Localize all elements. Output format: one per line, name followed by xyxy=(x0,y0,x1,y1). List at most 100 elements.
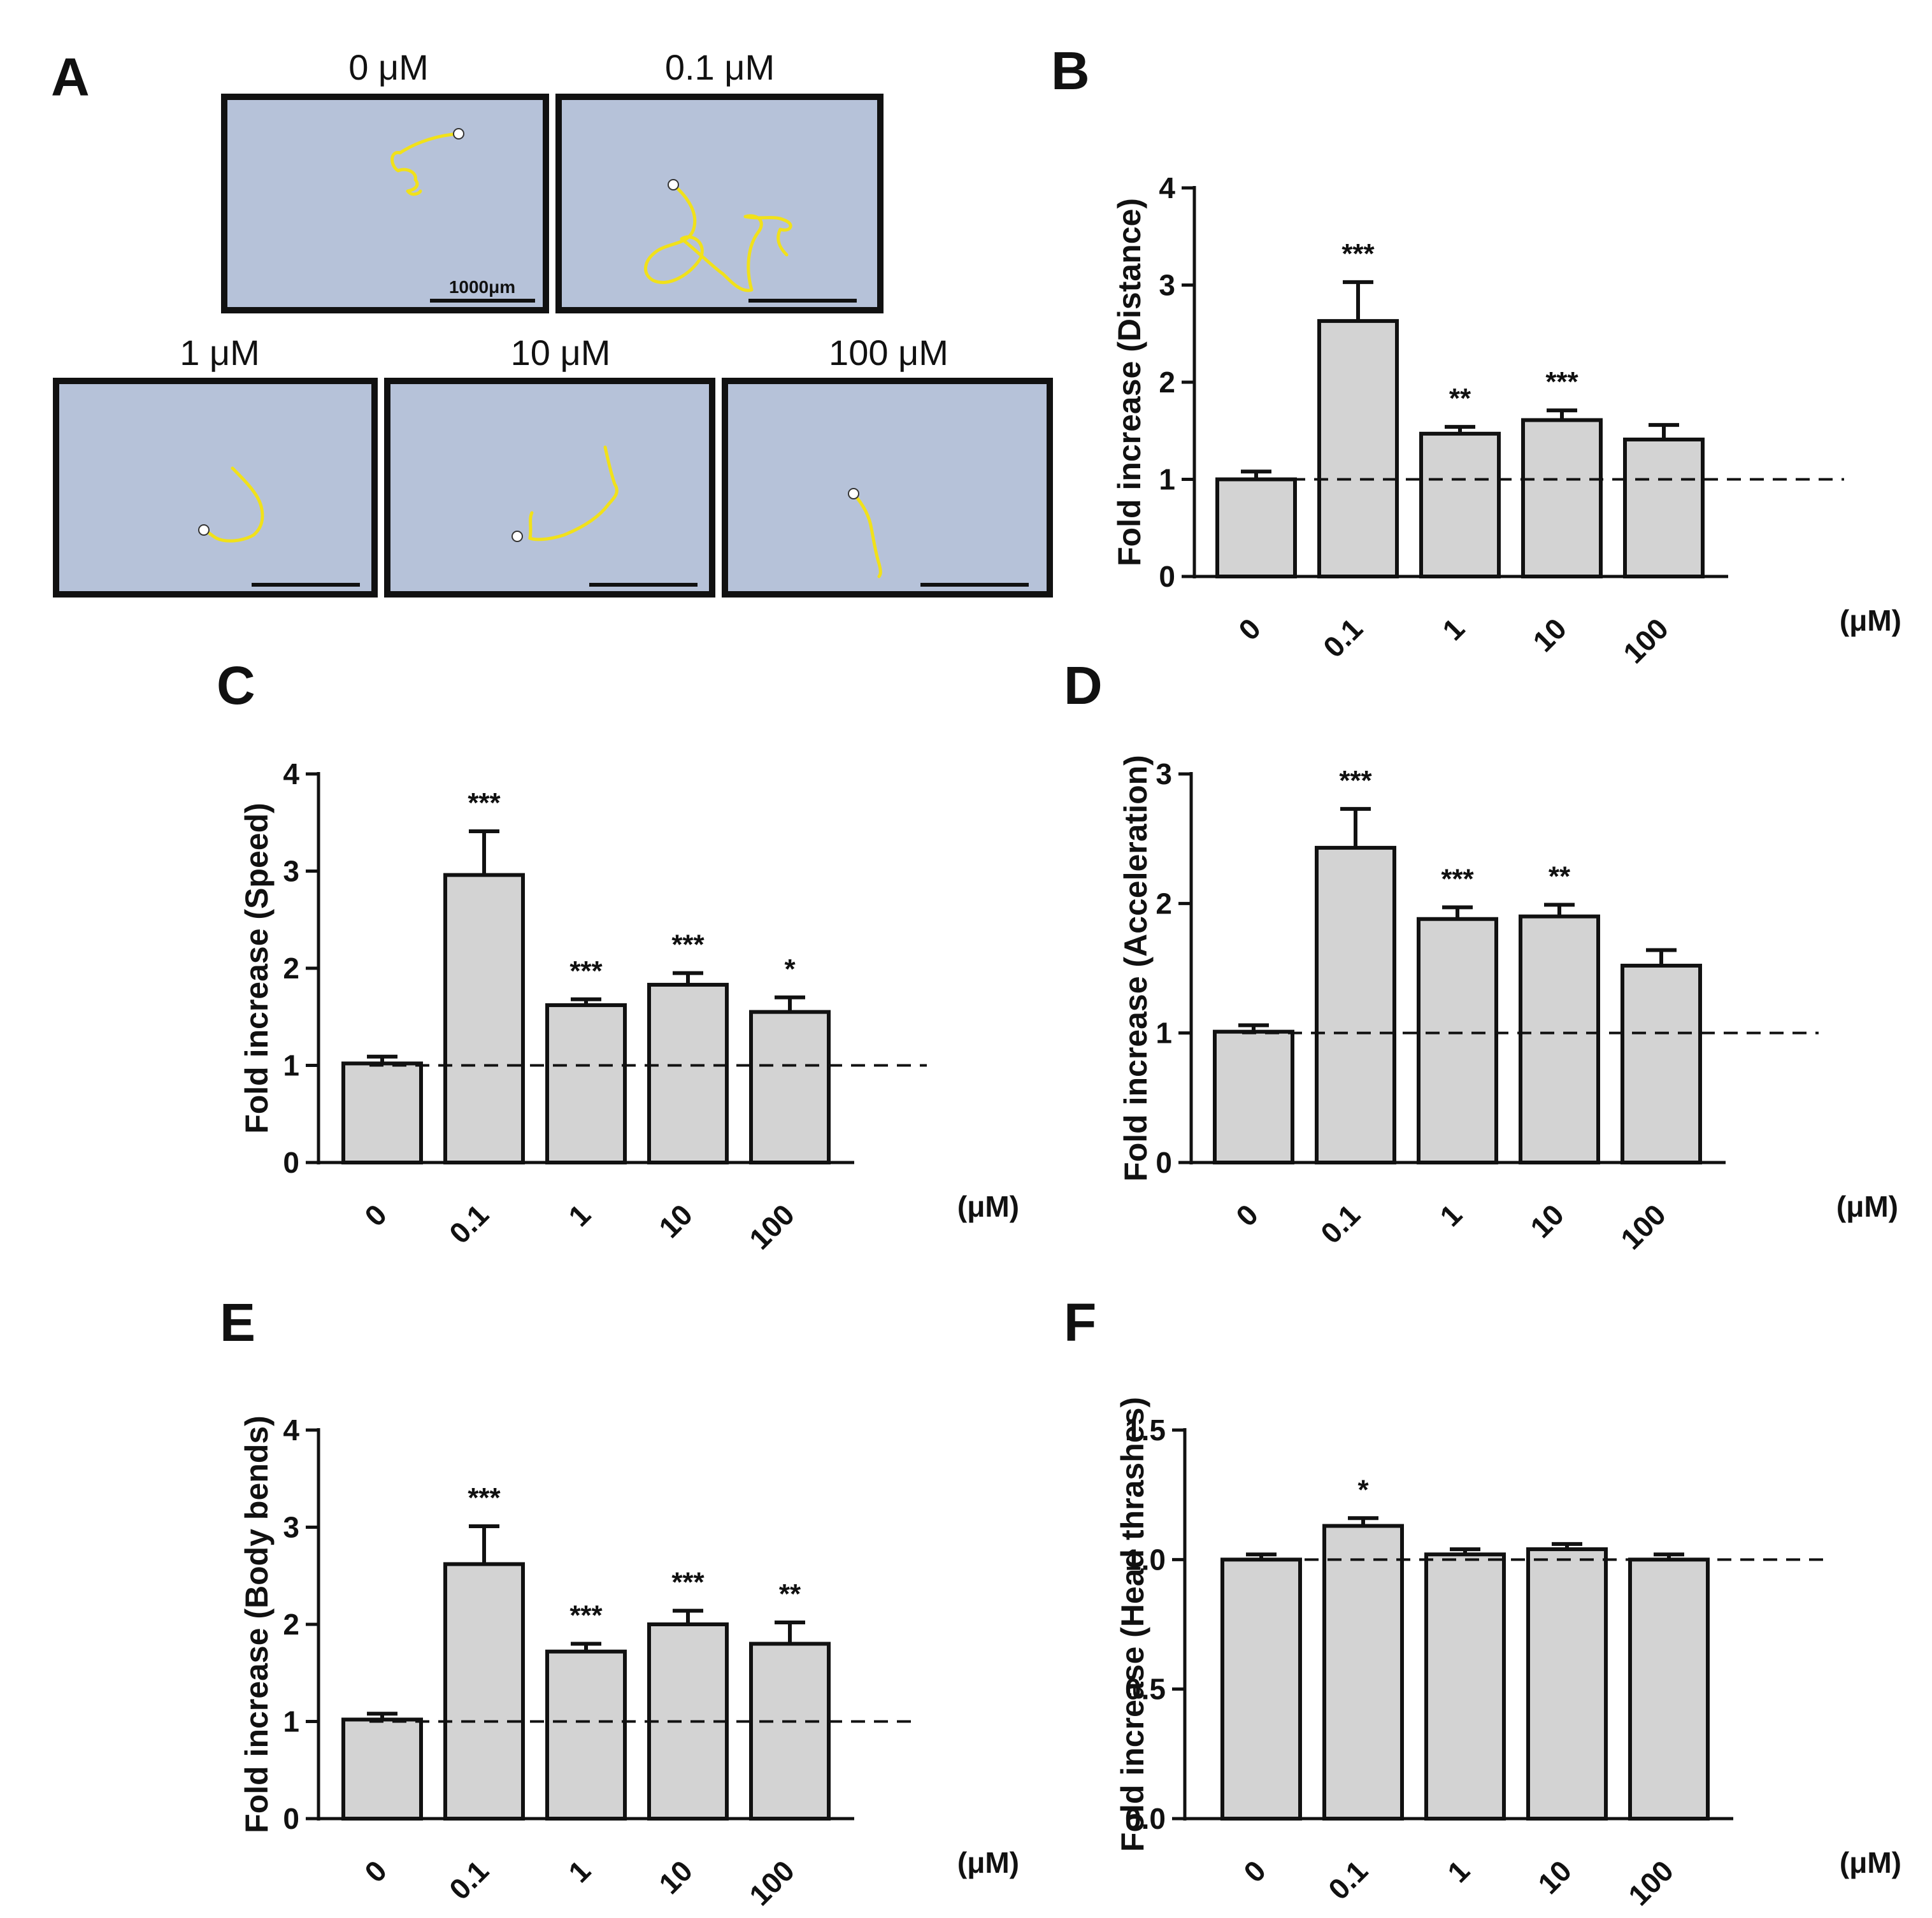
significance-label: * xyxy=(784,954,796,985)
category-label: 0.1 xyxy=(443,1854,495,1906)
y-tick-label: 4 xyxy=(283,757,299,791)
category-label: 0 xyxy=(358,1854,393,1889)
y-axis-title: Fold increase (Speed) xyxy=(239,803,275,1134)
image-label-100: 100 μM xyxy=(829,333,948,373)
image-label-0-1: 0.1 μM xyxy=(665,47,775,87)
bar-0 xyxy=(341,1061,423,1164)
category-label: 10 xyxy=(1526,612,1573,658)
bar-0.1 xyxy=(1315,845,1396,1165)
significance-label: *** xyxy=(1342,238,1375,269)
unit-label: (μM) xyxy=(957,1190,1019,1223)
unit-label: (μM) xyxy=(957,1846,1019,1879)
bar-1 xyxy=(545,1003,627,1164)
bar-10 xyxy=(647,982,729,1165)
bar-0 xyxy=(1215,477,1297,578)
worm-marker-10 xyxy=(512,531,523,542)
y-axis-title: Fold increase (Head thrashes) xyxy=(1115,1397,1150,1852)
y-tick-label: 2 xyxy=(283,952,299,985)
significance-label: *** xyxy=(468,1482,501,1514)
micro-image-100 xyxy=(722,378,1053,598)
significance-label: ** xyxy=(1549,861,1571,892)
y-tick-label: 0 xyxy=(283,1802,299,1835)
y-axis-title: Fold increase (Body bends) xyxy=(239,1415,275,1833)
svg-text:C: C xyxy=(217,655,255,715)
significance-label: *** xyxy=(569,1600,603,1631)
category-label: 100 xyxy=(743,1854,801,1912)
category-label: 0.1 xyxy=(1314,1198,1366,1250)
unit-label: (μM) xyxy=(1836,1190,1898,1223)
y-tick-label: 2 xyxy=(1156,887,1172,920)
y-tick-label: 0 xyxy=(1159,560,1175,593)
y-tick-label: 0.5 xyxy=(1125,1673,1166,1706)
panel-a: A 0 μM 1000μm 0.1 μM 1 μM 10 μM 100 μM xyxy=(51,47,1053,598)
bar-10 xyxy=(1526,1547,1608,1821)
bar-100 xyxy=(749,1010,831,1164)
significance-label: ** xyxy=(779,1578,801,1610)
bar-0 xyxy=(1213,1029,1294,1164)
category-label: 1 xyxy=(1436,612,1471,647)
worm-marker-0 xyxy=(453,128,464,140)
y-tick-label: 2 xyxy=(1159,366,1175,399)
significance-label: * xyxy=(1357,1474,1369,1505)
worm-marker-0-1 xyxy=(668,179,679,190)
y-axis-title: Fold increase (Acceleration) xyxy=(1118,755,1154,1182)
svg-text:F: F xyxy=(1064,1292,1096,1352)
y-tick-label: 0.0 xyxy=(1125,1802,1166,1835)
y-tick-label: 0 xyxy=(283,1146,299,1179)
bar-10 xyxy=(1519,914,1600,1164)
y-tick-label: 4 xyxy=(1159,171,1175,204)
category-label: 100 xyxy=(1622,1854,1680,1912)
category-label: 100 xyxy=(743,1198,801,1256)
micro-image-0 xyxy=(221,94,549,313)
bar-0.1 xyxy=(1322,1524,1404,1821)
category-label: 1 xyxy=(1441,1854,1476,1889)
category-label: 10 xyxy=(1524,1198,1570,1244)
category-label: 1 xyxy=(1433,1198,1468,1233)
bar-0 xyxy=(1220,1557,1302,1821)
significance-label: *** xyxy=(468,787,501,819)
y-tick-label: 1 xyxy=(1159,463,1175,496)
bar-0.1 xyxy=(443,873,525,1164)
category-label: 0 xyxy=(358,1198,393,1233)
bar-0 xyxy=(341,1717,423,1821)
category-label: 100 xyxy=(1617,612,1675,669)
y-tick-label: 3 xyxy=(283,855,299,888)
micro-image-10 xyxy=(384,378,715,598)
bar-100 xyxy=(1628,1557,1710,1821)
y-tick-label: 1 xyxy=(283,1049,299,1082)
worm-track-0-1 xyxy=(644,183,792,292)
image-label-10: 10 μM xyxy=(511,333,611,373)
significance-label: *** xyxy=(671,929,705,961)
category-label: 0.1 xyxy=(443,1198,495,1250)
y-tick-label: 2 xyxy=(283,1608,299,1641)
y-tick-label: 1 xyxy=(1156,1017,1172,1050)
y-tick-label: 1.5 xyxy=(1125,1413,1166,1447)
category-label: 10 xyxy=(652,1854,699,1900)
y-tick-label: 3 xyxy=(1159,269,1175,302)
bar-1 xyxy=(545,1649,627,1821)
worm-track-100 xyxy=(852,492,882,578)
worm-track-0 xyxy=(390,132,461,196)
svg-text:D: D xyxy=(1064,655,1103,715)
micro-image-0-1 xyxy=(555,94,884,313)
unit-label: (μM) xyxy=(1840,604,1901,637)
y-tick-label: 3 xyxy=(1156,757,1172,791)
y-axis-title: Fold increase (Distance) xyxy=(1112,198,1147,566)
category-label: 0.1 xyxy=(1317,612,1369,664)
significance-label: *** xyxy=(1441,863,1474,894)
y-tick-label: 0 xyxy=(1156,1146,1172,1179)
worm-track-10 xyxy=(528,445,619,541)
category-label: 1 xyxy=(562,1854,597,1889)
svg-text:B: B xyxy=(1051,41,1090,101)
panel-a-letter: A xyxy=(51,47,90,107)
micro-image-1 xyxy=(53,378,378,598)
